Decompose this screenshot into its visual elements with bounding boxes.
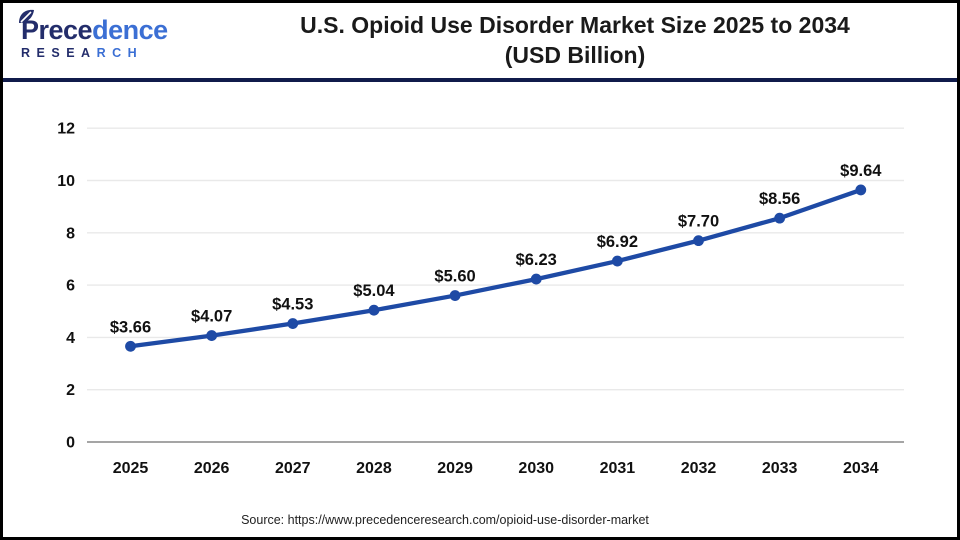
svg-text:$4.53: $4.53	[272, 296, 313, 314]
footer: Source: https://www.precedenceresearch.c…	[3, 502, 957, 537]
market-size-line-chart: 0 2 4 6 8 10 12 2025 2026 2027 2028 2029 2030 2031 203…	[57, 121, 904, 477]
svg-text:2030: 2030	[518, 460, 554, 477]
svg-text:10: 10	[57, 173, 75, 190]
svg-text:4: 4	[66, 330, 75, 347]
svg-text:$9.64: $9.64	[840, 162, 882, 180]
brand-subtitle: RESEARCH	[21, 46, 193, 60]
y-axis-ticks: 0 2 4 6 8 10 12	[57, 121, 75, 452]
data-labels: $3.66 $4.07 $4.53 $5.04 $5.60 $6.23 $6.92 $7.70…	[110, 162, 882, 336]
svg-text:2025: 2025	[113, 460, 149, 477]
svg-text:$7.70: $7.70	[678, 213, 719, 231]
svg-text:2034: 2034	[843, 460, 879, 477]
chart-region: 0 2 4 6 8 10 12 2025 2026 2027 2028 2029 2030 2031 203…	[3, 82, 957, 502]
data-points	[125, 184, 867, 352]
brand-text-primary: Prece	[21, 15, 93, 45]
x-axis-labels: 2025 2026 2027 2028 2029 2030 2031 2032 2033 2034	[113, 460, 879, 477]
chart-title-line1: U.S. Opioid Use Disorder Market Size 202…	[300, 11, 850, 38]
svg-text:$5.04: $5.04	[353, 282, 395, 300]
svg-text:2026: 2026	[194, 460, 230, 477]
source-text: Source: https://www.precedenceresearch.c…	[241, 512, 649, 527]
svg-text:2032: 2032	[681, 460, 717, 477]
svg-text:$4.07: $4.07	[191, 308, 232, 326]
brand-logo: Precedence RESEARCH	[3, 3, 193, 78]
svg-text:$5.60: $5.60	[434, 268, 475, 286]
gridlines	[87, 127, 904, 443]
svg-text:2028: 2028	[356, 460, 392, 477]
brand-subtitle-secondary: RCH	[96, 46, 144, 61]
brand-subtitle-primary: RESEA	[21, 46, 97, 61]
svg-text:2033: 2033	[762, 460, 798, 477]
svg-text:2029: 2029	[437, 460, 473, 477]
svg-text:12: 12	[57, 121, 75, 138]
series-line	[128, 187, 863, 349]
svg-text:$8.56: $8.56	[759, 190, 800, 208]
brand-text-secondary: dence	[92, 15, 168, 45]
svg-text:$6.92: $6.92	[597, 233, 638, 251]
svg-text:2027: 2027	[275, 460, 311, 477]
svg-text:$3.66: $3.66	[110, 318, 151, 336]
svg-text:$6.23: $6.23	[516, 251, 557, 269]
chart-title-line2: (USD Billion)	[504, 41, 646, 68]
svg-text:6: 6	[66, 278, 75, 295]
svg-text:0: 0	[66, 435, 75, 452]
svg-text:2: 2	[66, 382, 75, 399]
brand-wordmark: Precedence	[19, 9, 193, 45]
svg-text:2031: 2031	[600, 460, 636, 477]
svg-text:8: 8	[66, 225, 75, 242]
header: Precedence RESEARCH U.S. Opioid Use Diso…	[3, 3, 957, 82]
leaf-icon	[19, 9, 34, 23]
chart-title-block: U.S. Opioid Use Disorder Market Size 202…	[193, 3, 957, 78]
